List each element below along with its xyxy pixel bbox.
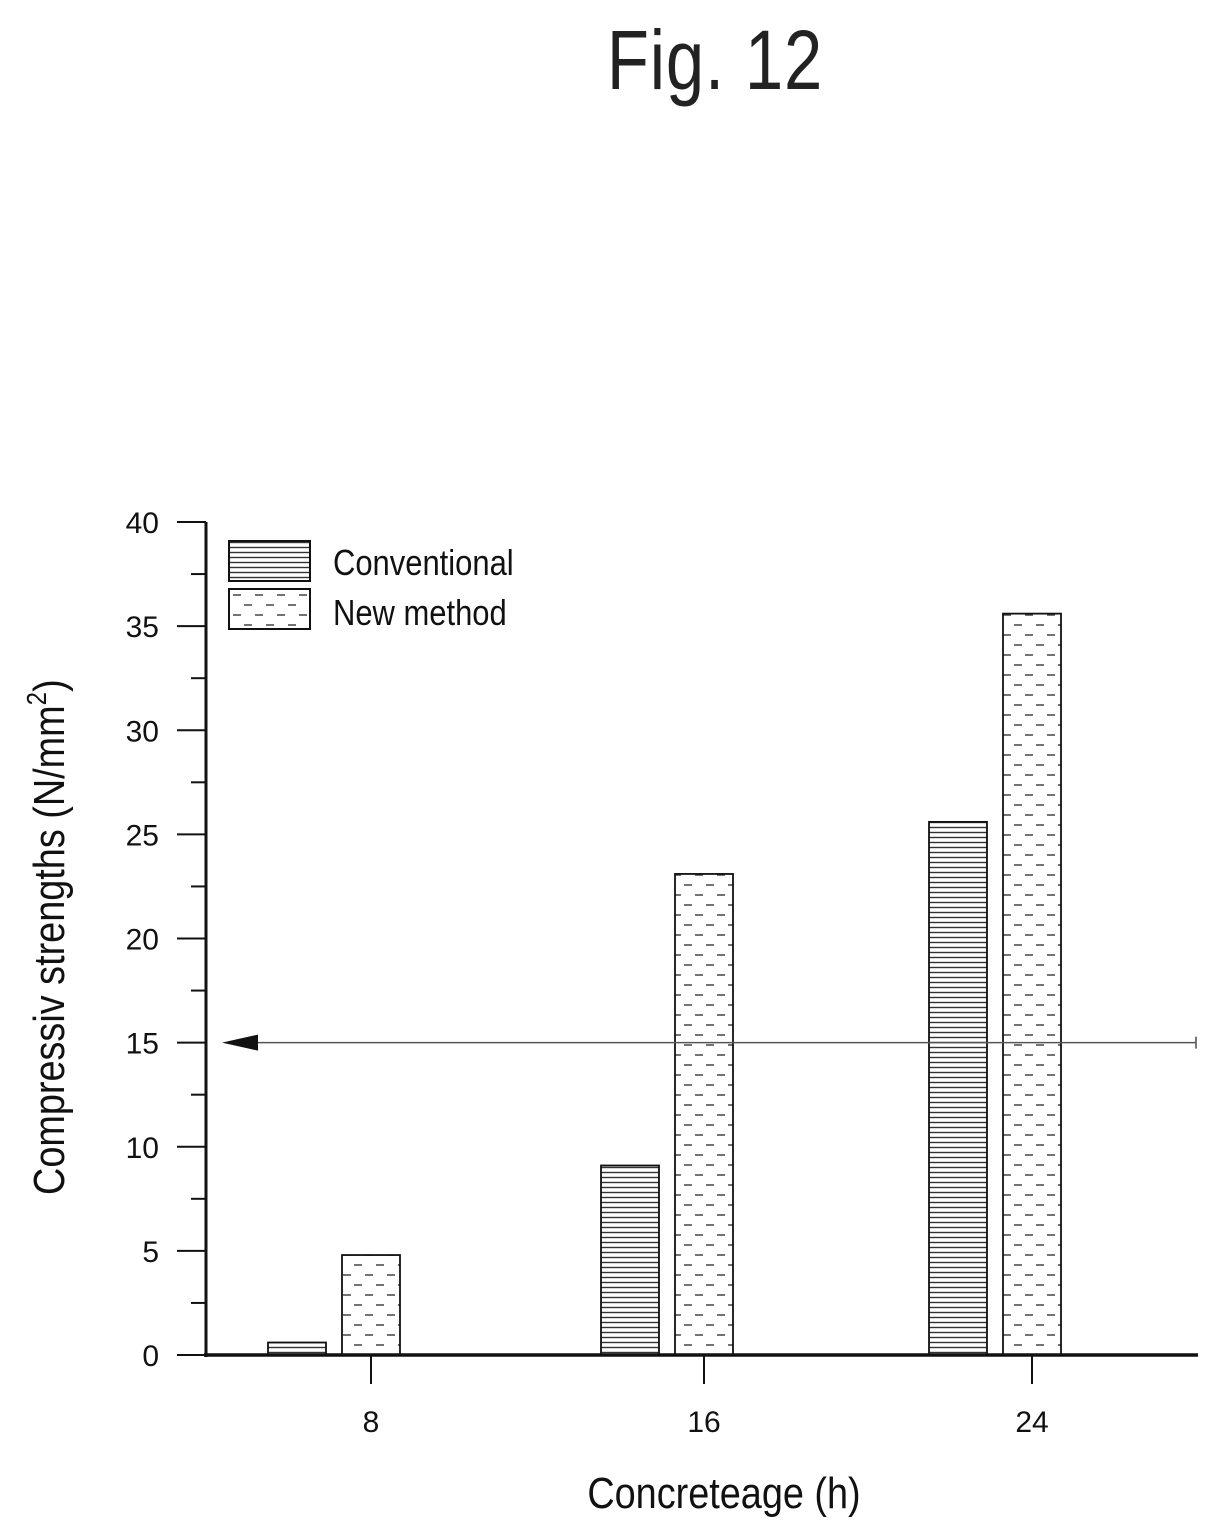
y-tick-label: 15 — [126, 1028, 159, 1061]
legend-label-new-method: New method — [333, 594, 507, 634]
x-axis-title: Concreteage (h) — [587, 1468, 860, 1517]
y-tick-label: 10 — [126, 1132, 159, 1165]
y-tick-label: 35 — [126, 611, 159, 644]
y-tick-label: 5 — [142, 1236, 159, 1269]
y-tick-label: 40 — [126, 507, 159, 540]
y-tick-label: 0 — [142, 1340, 159, 1373]
x-tick-label: 16 — [687, 1406, 720, 1439]
y-axis-title-close: ) — [24, 679, 73, 692]
y-tick-label: 30 — [126, 715, 159, 748]
reference-arrowhead — [222, 1034, 258, 1051]
legend: Conventional New method — [228, 540, 514, 634]
legend-item-new-method: New method — [228, 588, 507, 634]
y-tick-label: 25 — [126, 819, 159, 852]
x-tick-label: 24 — [1015, 1406, 1048, 1439]
y-tick-label: 20 — [126, 924, 159, 957]
legend-swatch-conventional — [228, 540, 311, 582]
x-tick-label: 8 — [363, 1406, 380, 1439]
y-axis-title-superscript: 2 — [20, 692, 52, 705]
legend-item-conventional: Conventional — [228, 540, 514, 584]
plot-area: 0 5 10 15 20 25 30 35 40 8 16 24 — [126, 507, 1198, 1439]
bar-new-method-16 — [674, 873, 734, 1356]
bar-new-method-24 — [1002, 612, 1062, 1356]
bar-conventional-16 — [600, 1164, 660, 1356]
bar-conventional-8 — [267, 1341, 327, 1356]
legend-label-conventional: Conventional — [333, 544, 514, 584]
y-axis-title: Compressiv strengths (N/mm2) — [20, 679, 73, 1195]
y-axis-title-main: Compressiv strengths (N/mm — [24, 705, 73, 1195]
legend-swatch-new-method — [228, 588, 311, 630]
bar-conventional-24 — [928, 820, 988, 1356]
figure-title: Fig. 12 — [606, 13, 824, 107]
bar-new-method-8 — [341, 1254, 401, 1356]
